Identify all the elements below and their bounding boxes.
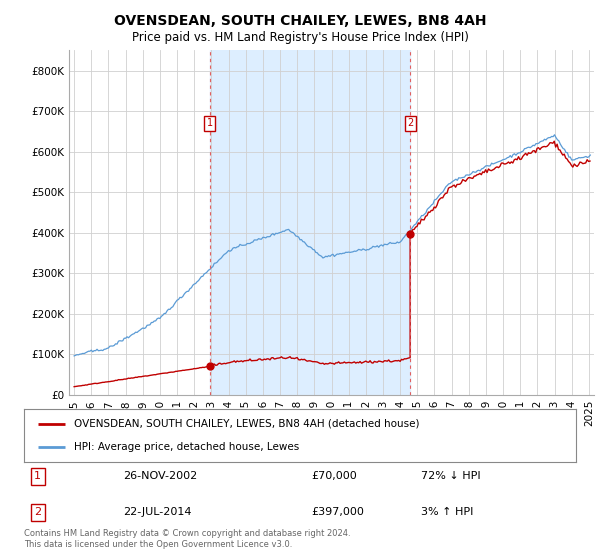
- Text: 2: 2: [34, 507, 41, 517]
- Text: £397,000: £397,000: [311, 507, 364, 517]
- Text: 72% ↓ HPI: 72% ↓ HPI: [421, 471, 481, 481]
- Bar: [209, 50, 410, 395]
- Text: HPI: Average price, detached house, Lewes: HPI: Average price, detached house, Lewe…: [74, 442, 299, 452]
- Text: 26-NOV-2002: 26-NOV-2002: [124, 471, 197, 481]
- Text: 2: 2: [407, 118, 413, 128]
- Text: OVENSDEAN, SOUTH CHAILEY, LEWES, BN8 4AH: OVENSDEAN, SOUTH CHAILEY, LEWES, BN8 4AH: [114, 14, 486, 28]
- Text: OVENSDEAN, SOUTH CHAILEY, LEWES, BN8 4AH (detached house): OVENSDEAN, SOUTH CHAILEY, LEWES, BN8 4AH…: [74, 419, 419, 429]
- Text: Contains HM Land Registry data © Crown copyright and database right 2024.
This d: Contains HM Land Registry data © Crown c…: [24, 529, 350, 549]
- Text: 3% ↑ HPI: 3% ↑ HPI: [421, 507, 474, 517]
- Text: £70,000: £70,000: [311, 471, 357, 481]
- Text: Price paid vs. HM Land Registry's House Price Index (HPI): Price paid vs. HM Land Registry's House …: [131, 31, 469, 44]
- Text: 1: 1: [206, 118, 213, 128]
- Text: 1: 1: [34, 471, 41, 481]
- Text: 22-JUL-2014: 22-JUL-2014: [124, 507, 192, 517]
